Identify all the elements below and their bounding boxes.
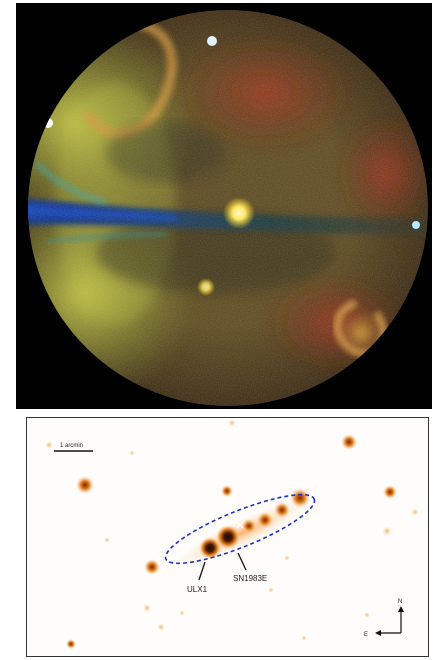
galaxy-source xyxy=(274,502,290,518)
field-source xyxy=(301,635,307,641)
field-source xyxy=(221,485,233,497)
field-source xyxy=(143,604,151,612)
field-source xyxy=(268,587,274,593)
field-source xyxy=(411,508,419,516)
galaxy-zoom-image: 1 arcmin ULX1 SN1983E N E xyxy=(45,419,419,649)
all-sky-map-panel xyxy=(16,3,432,409)
field-source xyxy=(76,476,94,494)
galaxy-aperture-ellipse xyxy=(164,493,316,565)
field-source xyxy=(129,450,135,456)
field-source xyxy=(45,441,53,449)
field-sources xyxy=(45,419,419,649)
sn1983e-label: SN1983E xyxy=(233,574,267,583)
field-source xyxy=(104,537,110,543)
field-source xyxy=(382,526,392,536)
sn1983e-source xyxy=(216,525,240,549)
field-source xyxy=(144,559,160,575)
field-source xyxy=(341,434,357,450)
galaxy-zoom-panel: 1 arcmin ULX1 SN1983E N E xyxy=(26,417,429,657)
ulx1-label: ULX1 xyxy=(187,585,208,594)
ulx1-source xyxy=(199,537,221,559)
field-source xyxy=(179,610,185,616)
field-source xyxy=(383,485,397,499)
field-source xyxy=(228,419,236,427)
galaxy-source xyxy=(290,488,310,508)
galaxy-sources xyxy=(199,488,310,559)
galaxy-source xyxy=(242,519,256,533)
sn1983e-pointer xyxy=(237,552,247,571)
field-source xyxy=(284,555,290,561)
scale-bar-label: 1 arcmin xyxy=(60,443,83,449)
center-marker xyxy=(236,521,244,529)
field-source xyxy=(66,639,76,649)
all-sky-map xyxy=(28,10,428,406)
ulx1-pointer xyxy=(198,561,206,581)
compass-north-label: N xyxy=(398,599,402,605)
galaxy-source xyxy=(257,512,273,528)
compass xyxy=(375,606,404,636)
field-source xyxy=(157,623,165,631)
compass-east-label: E xyxy=(364,632,368,638)
field-source xyxy=(364,612,370,618)
